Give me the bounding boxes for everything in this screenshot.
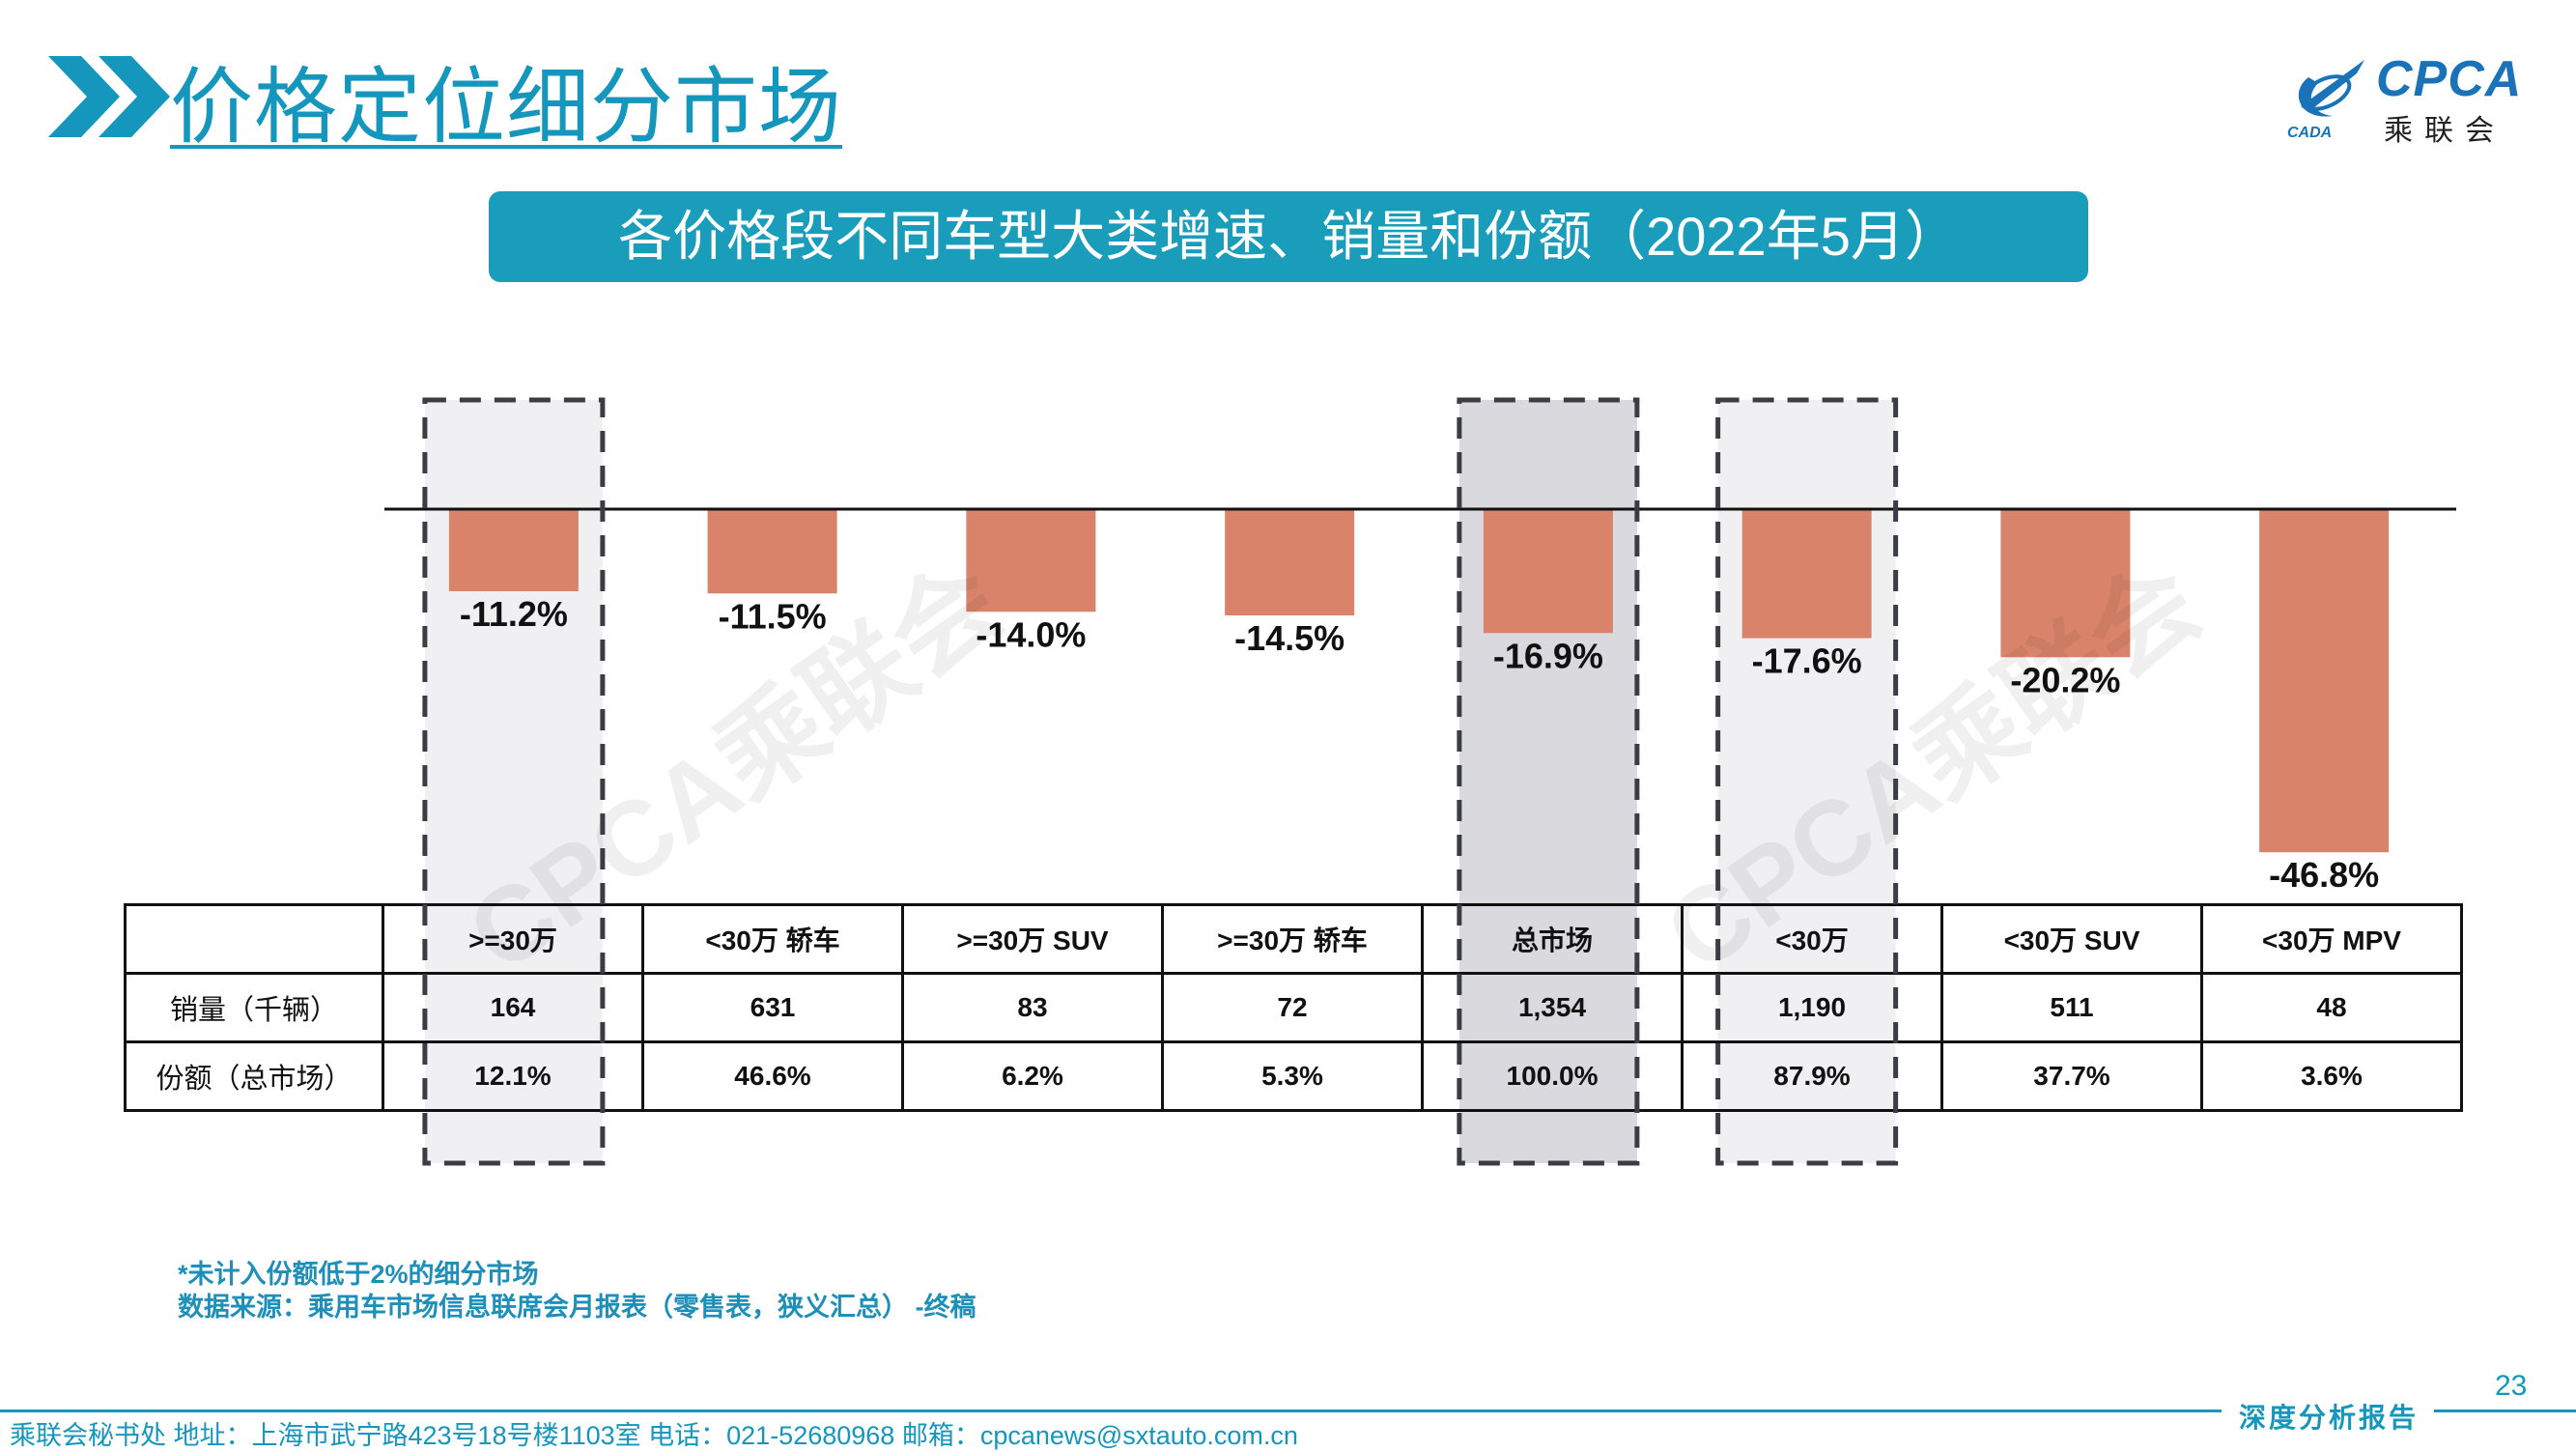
footer-contact: 乘联会秘书处 地址：上海市武宁路423号18号楼1103室 电话：021-526…	[10, 1421, 1298, 1450]
row-header	[124, 903, 384, 975]
bar	[1225, 509, 1355, 616]
page-number: 23	[2495, 1370, 2528, 1402]
table-cell: 12.1%	[382, 1040, 644, 1112]
table-cell: 3.6%	[2200, 1040, 2463, 1112]
bar-value-label: -20.2%	[2010, 660, 2120, 699]
table-cell: <30万	[1681, 903, 1943, 975]
bar	[1483, 509, 1613, 634]
footnote-exclusion: *未计入份额低于2%的细分市场	[178, 1260, 539, 1289]
table-cell: 164	[382, 972, 644, 1043]
table-cell: 1,190	[1681, 972, 1943, 1043]
row-header: 份额（总市场）	[124, 1040, 384, 1112]
chevron-arrows-icon	[48, 56, 170, 137]
footer-divider-right	[2434, 1409, 2576, 1412]
bar-value-label: -11.5%	[719, 596, 827, 636]
table-cell: >=30万 SUV	[901, 903, 1164, 975]
bar-value-label: -17.6%	[1752, 641, 1862, 681]
table-cell: 83	[901, 972, 1164, 1043]
table-cell: 72	[1161, 972, 1424, 1043]
bar	[2000, 509, 2131, 658]
bar-value-label: -46.8%	[2269, 855, 2379, 895]
bar-value-label: -11.2%	[460, 594, 568, 634]
bar	[448, 509, 579, 592]
table-cell: 5.3%	[1161, 1040, 1424, 1112]
table-cell: 1,354	[1421, 972, 1684, 1043]
bar	[966, 509, 1096, 612]
cpca-logo-icon: CADA	[2287, 60, 2364, 141]
logo-small-text: CADA	[2287, 125, 2332, 141]
table-cell: 48	[2200, 972, 2463, 1043]
table-cell: 87.9%	[1681, 1040, 1943, 1112]
table-cell: <30万 MPV	[2200, 903, 2463, 975]
table-cell: >=30万	[382, 903, 644, 975]
table-cell: 631	[641, 972, 904, 1043]
chart-title-banner	[489, 191, 2088, 282]
table-cell: 6.2%	[901, 1040, 1164, 1112]
data-table: >=30万 <30万 轿车 >=30万 SUV >=30万 轿车 总市场 <30万 <30万…	[124, 903, 2463, 1112]
table-row-share: 份额（总市场） 12.1% 46.6% 6.2% 5.3% 100.0% 87.9% 37.7…	[124, 1040, 2463, 1112]
table-cell: 46.6%	[641, 1040, 904, 1112]
table-cell: 511	[1940, 972, 2203, 1043]
table-cell: 37.7%	[1940, 1040, 2203, 1112]
table-cell: <30万 轿车	[641, 903, 904, 975]
logo-text: CPCA	[2376, 51, 2523, 107]
table-cell: <30万 SUV	[1940, 903, 2203, 975]
bar-value-label: -14.5%	[1234, 618, 1345, 658]
page-title: 价格定位细分市场	[170, 61, 842, 154]
table-row-sales: 销量（千辆） 164 631 83 72 1,354 1,190 511 48	[124, 972, 2463, 1043]
bar-value-label: -16.9%	[1493, 636, 1603, 675]
data-source-note: 数据来源：乘用车市场信息联席会月报表（零售表，狭义汇总） -终稿	[178, 1293, 977, 1322]
table-cell: 总市场	[1421, 903, 1684, 975]
chart-title: 各价格段不同车型大类增速、销量和份额（2022年5月）	[618, 206, 1959, 267]
footer-divider	[0, 1409, 2222, 1412]
bar	[1741, 509, 1872, 639]
bar	[707, 509, 837, 594]
logo-chinese-text: 乘联会	[2384, 115, 2505, 147]
bar	[2259, 509, 2390, 853]
bar-value-label: -14.0%	[976, 614, 1086, 654]
table-cell: 100.0%	[1421, 1040, 1684, 1112]
row-header: 销量（千辆）	[124, 972, 384, 1043]
table-header-row: >=30万 <30万 轿车 >=30万 SUV >=30万 轿车 总市场 <30万 <30万…	[124, 903, 2463, 975]
table-cell: >=30万 轿车	[1161, 903, 1424, 975]
report-tag: 深度分析报告	[2239, 1402, 2420, 1434]
